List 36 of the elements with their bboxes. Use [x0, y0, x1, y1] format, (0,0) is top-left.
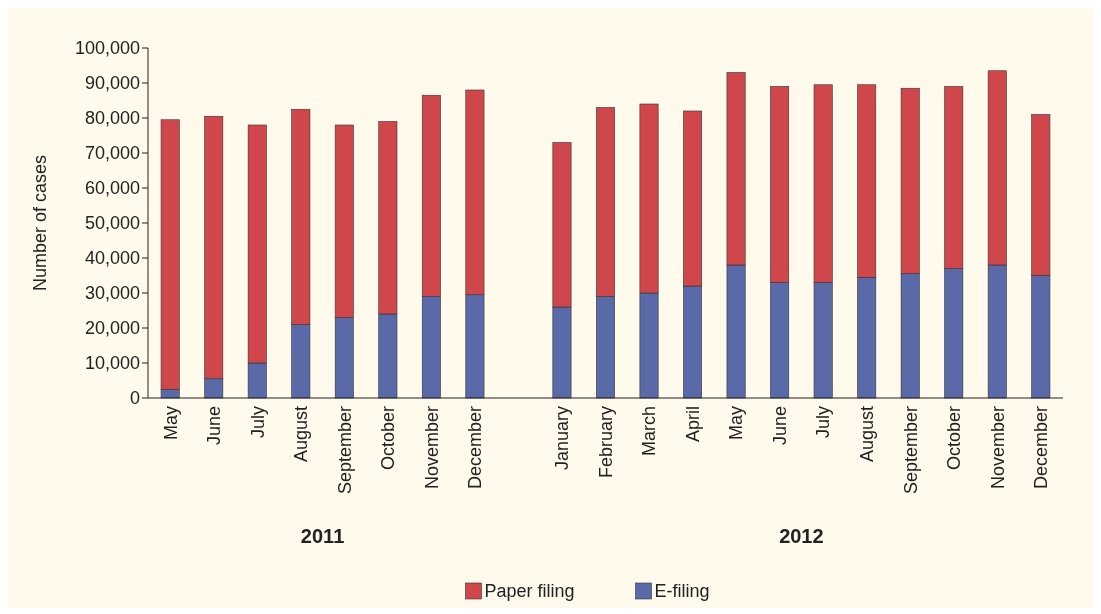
x-tick-label: October	[378, 406, 399, 471]
x-tick-label: May	[160, 406, 181, 441]
y-tick-label: 50,000	[84, 213, 140, 234]
x-tick-label: June	[204, 406, 225, 446]
x-tick-label: November	[987, 406, 1008, 490]
y-tick-label: 20,000	[84, 318, 140, 339]
legend-label: E-filing	[654, 581, 710, 602]
text: 2012	[779, 525, 824, 547]
x-tick-label: December	[465, 406, 486, 490]
x-tick-label: August	[856, 406, 877, 463]
y-tick-label: 0	[129, 388, 140, 409]
x-tick-label: June	[769, 406, 790, 446]
y-tick-label: 80,000	[84, 108, 140, 129]
y-tick-label: 60,000	[84, 178, 140, 199]
y-tick-label: 90,000	[84, 73, 140, 94]
x-tick-label: July	[813, 406, 834, 439]
x-tick-label: May	[726, 406, 747, 441]
x-tick-label: December	[1031, 406, 1052, 490]
y-tick-label: 30,000	[84, 283, 140, 304]
x-tick-label: January	[552, 406, 573, 471]
x-tick-label: July	[247, 406, 268, 439]
x-tick-label: April	[682, 406, 703, 443]
x-tick-label: September	[900, 406, 921, 495]
y-tick-label: 10,000	[84, 353, 140, 374]
text: 2011	[300, 525, 345, 547]
x-tick-label: March	[639, 406, 660, 457]
x-tick-label: August	[291, 406, 312, 463]
x-tick-label: October	[944, 406, 965, 471]
y-tick-label: 100,000	[74, 38, 140, 59]
x-tick-label: November	[421, 406, 442, 490]
y-tick-label: 70,000	[84, 143, 140, 164]
legend-label: Paper filing	[484, 581, 575, 602]
y-tick-label: 40,000	[84, 248, 140, 269]
x-tick-label: February	[595, 406, 616, 479]
y-axis-title: Number of cases	[30, 154, 50, 292]
x-tick-label: September	[334, 406, 355, 495]
